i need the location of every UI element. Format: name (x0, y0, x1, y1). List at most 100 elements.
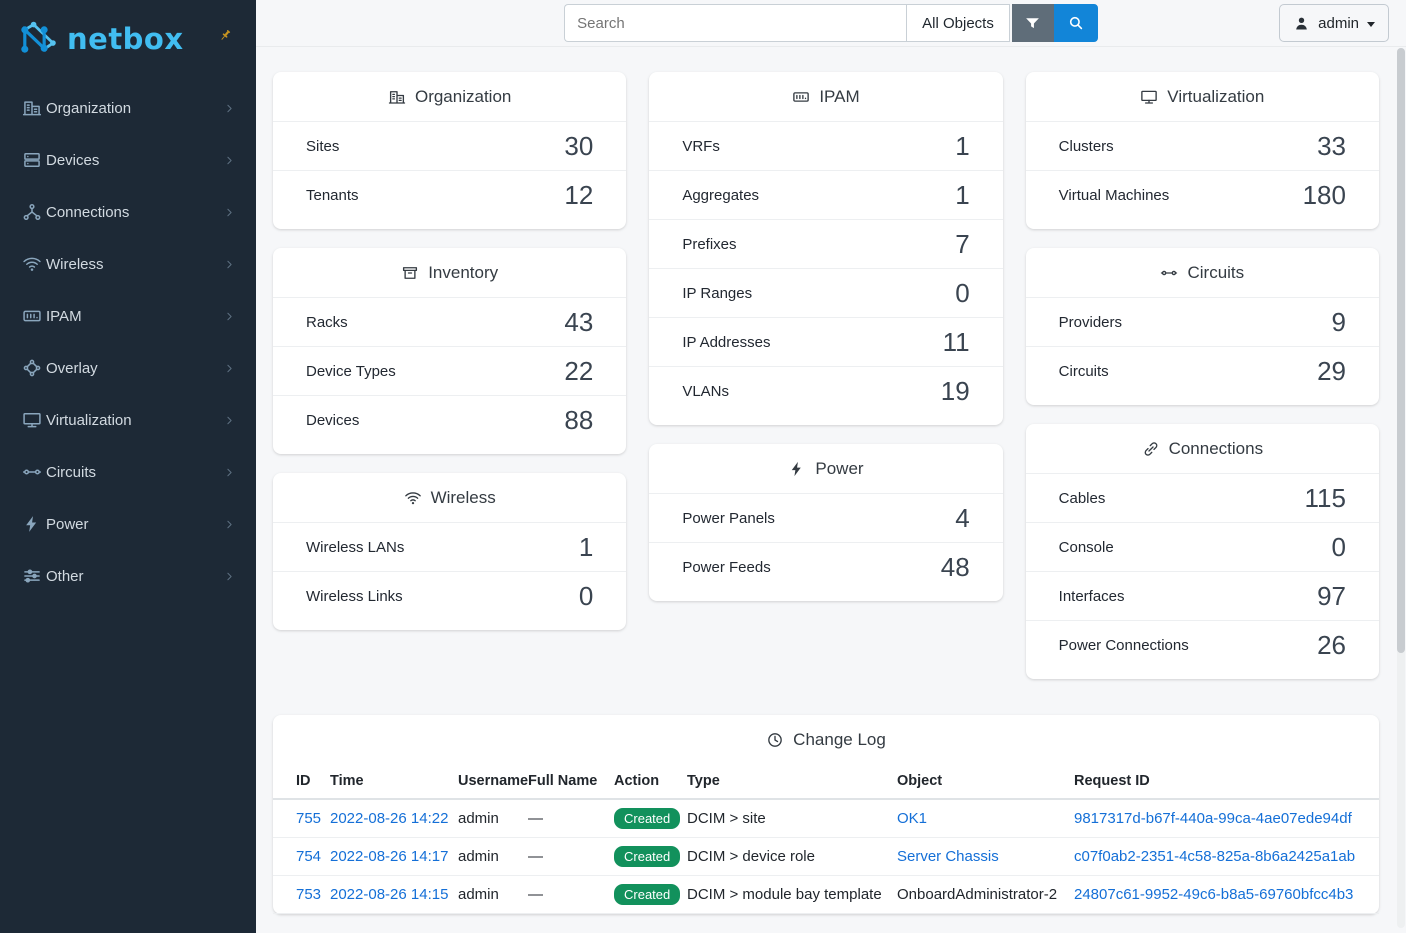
changelog-time-link[interactable]: 2022-08-26 14:17 (330, 848, 449, 865)
changelog-request-id-link[interactable]: 24807c61-9952-49c6-b8a5-69760bfcc4b3 (1074, 886, 1354, 903)
sidebar-item-connections[interactable]: Connections (0, 186, 256, 238)
monitor-icon (1140, 88, 1158, 106)
sidebar-item-circuits[interactable]: Circuits (0, 446, 256, 498)
stat-value[interactable]: 7 (955, 228, 970, 259)
search-input[interactable] (564, 4, 907, 42)
card-title-text: Inventory (428, 263, 499, 282)
sidebar-item-other[interactable]: Other (0, 550, 256, 602)
changelog-time-link[interactable]: 2022-08-26 14:22 (330, 810, 449, 827)
stat-value[interactable]: 19 (940, 375, 970, 406)
stat-value[interactable]: 48 (940, 551, 970, 582)
wifi-icon (22, 254, 42, 274)
card-header: Virtualization (1026, 72, 1379, 121)
stat-value[interactable]: 0 (955, 277, 970, 308)
stat-value[interactable]: 43 (564, 306, 594, 337)
stat-value[interactable]: 11 (942, 326, 970, 357)
logo-row: netbox (0, 0, 256, 78)
search-submit-button[interactable] (1053, 4, 1098, 42)
user-menu-button[interactable]: admin (1279, 4, 1389, 42)
brand-wordmark[interactable]: netbox (67, 22, 184, 56)
filter-button[interactable] (1011, 4, 1054, 42)
transit-icon (1160, 264, 1178, 282)
changelog-id-link[interactable]: 753 (296, 886, 322, 903)
column-header-id: ID (273, 767, 330, 800)
sidebar-item-label: Circuits (46, 463, 97, 481)
changelog-id-link[interactable]: 755 (296, 810, 322, 827)
stat-row-sites: Sites 30 (273, 121, 627, 170)
stat-row-ip-ranges: IP Ranges 0 (649, 268, 1003, 317)
netbox-logo-icon[interactable] (16, 19, 60, 60)
card-header: Connections (1026, 424, 1379, 473)
sidebar-item-ipam[interactable]: IPAM (0, 290, 256, 342)
changelog-object-text: OnboardAdministrator-2 (897, 875, 1074, 914)
sidebar-item-virtualization[interactable]: Virtualization (0, 394, 256, 446)
stat-row-interfaces: Interfaces 97 (1025, 571, 1379, 620)
sidebar-item-overlay[interactable]: Overlay (0, 342, 256, 394)
stat-value[interactable]: 26 (1317, 629, 1346, 660)
stat-value[interactable]: 0 (1331, 531, 1346, 562)
stat-label: Power Connections (1058, 636, 1189, 654)
stat-value[interactable]: 115 (1304, 482, 1346, 513)
stat-value[interactable]: 1 (955, 130, 970, 161)
object-type-dropdown[interactable]: All Objects (906, 4, 1010, 42)
stat-label: Providers (1058, 313, 1123, 331)
action-badge: Created (614, 884, 681, 905)
action-badge: Created (614, 846, 681, 867)
main-scrollbar-thumb[interactable] (1397, 48, 1405, 653)
monitor-icon (22, 410, 42, 430)
stat-label: Cables (1058, 489, 1106, 507)
column-header-type: Type (687, 767, 897, 800)
stat-label: Wireless LANs (306, 538, 405, 556)
changelog-type: DCIM > device role (687, 837, 897, 876)
changelog-id-link[interactable]: 754 (296, 848, 322, 865)
stat-value[interactable]: 1 (578, 531, 594, 562)
sidebar-item-wireless[interactable]: Wireless (0, 238, 256, 290)
stat-value[interactable]: 22 (564, 355, 594, 386)
stat-value[interactable]: 12 (564, 179, 594, 210)
stat-value[interactable]: 0 (578, 580, 594, 611)
stat-value[interactable]: 9 (1331, 306, 1346, 337)
stat-label: Tenants (306, 186, 359, 204)
stat-value[interactable]: 88 (564, 404, 594, 435)
chevron-right-icon (223, 258, 236, 271)
power-card: Power Power Panels 4 Power Feeds 48 (649, 444, 1003, 601)
column-header-time: Time (330, 767, 458, 800)
sidebar-item-organization[interactable]: Organization (0, 82, 256, 134)
sidebar-item-devices[interactable]: Devices (0, 134, 256, 186)
stat-label: IP Ranges (682, 284, 753, 302)
sidebar-item-label: Virtualization (46, 411, 132, 429)
sidebar-item-power[interactable]: Power (0, 498, 256, 550)
stat-row-device-types: Device Types 22 (273, 346, 627, 395)
stat-value[interactable]: 4 (955, 502, 970, 533)
changelog-object-link[interactable]: Server Chassis (897, 848, 999, 865)
stat-value[interactable]: 1 (955, 179, 970, 210)
stat-value[interactable]: 33 (1317, 130, 1346, 161)
main-scrollbar[interactable] (1397, 48, 1405, 928)
changelog-request-id-link[interactable]: c07f0ab2-2351-4c58-825a-8b6a2425a1ab (1074, 848, 1356, 865)
dashboard-column-1: Organization Sites 30 Tenants 12 (273, 72, 627, 679)
counter-icon (792, 88, 810, 106)
column-header-full-name: Full Name (528, 767, 614, 800)
stat-label: Power Feeds (682, 558, 771, 576)
changelog-request-id-link[interactable]: 9817317d-b67f-440a-99ca-4ae07ede94df (1074, 810, 1352, 827)
stat-value[interactable]: 97 (1317, 580, 1346, 611)
stat-value[interactable]: 30 (564, 130, 594, 161)
table-row: 753 2022-08-26 14:15 admin — Created DCI… (273, 875, 1379, 914)
changelog-time-link[interactable]: 2022-08-26 14:15 (330, 886, 449, 903)
connections-card: Connections Cables 115 Console 0 Interfa… (1025, 424, 1379, 679)
card-header: Power (649, 444, 1002, 493)
wireless-card: Wireless Wireless LANs 1 Wireless Links … (273, 473, 627, 630)
chevron-right-icon (223, 154, 236, 167)
dashboard-column-2: IPAM VRFs 1 Aggregates 1 Prefixes 7 (649, 72, 1003, 679)
stat-label: Device Types (306, 362, 396, 380)
stat-label: Racks (306, 313, 348, 331)
stat-value[interactable]: 29 (1317, 355, 1346, 386)
stat-value[interactable]: 180 (1302, 179, 1346, 210)
sidebar-pin-icon[interactable] (217, 28, 234, 48)
table-row: 755 2022-08-26 14:22 admin — Created DCI… (273, 799, 1379, 838)
stat-row-clusters: Clusters 33 (1025, 121, 1379, 170)
main-area: All Objects admin (256, 0, 1406, 933)
changelog-object-link[interactable]: OK1 (897, 810, 928, 827)
stat-row-racks: Racks 43 (273, 297, 627, 346)
